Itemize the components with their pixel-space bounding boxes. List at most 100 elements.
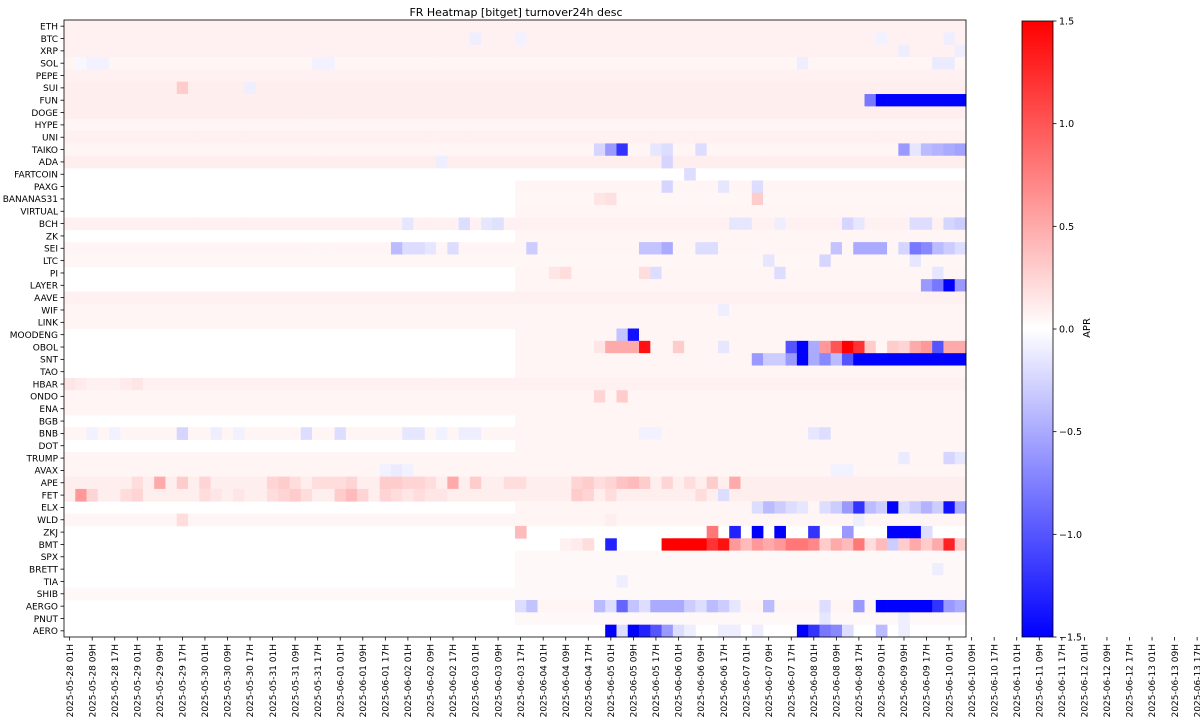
heatmap-cell xyxy=(515,501,527,514)
heatmap-cell xyxy=(650,513,662,527)
heatmap-cell xyxy=(413,20,426,33)
heatmap-cell xyxy=(706,402,719,416)
heatmap-cell xyxy=(469,316,482,329)
x-tick-label: 2025-06-10 01H xyxy=(945,644,955,717)
heatmap-cell xyxy=(278,427,290,440)
heatmap-cell xyxy=(109,390,121,403)
heatmap-cell xyxy=(368,32,381,46)
heatmap-cell xyxy=(131,390,144,403)
heatmap-cell xyxy=(763,451,775,465)
x-tick-label: 2025-05-28 09H xyxy=(88,644,98,717)
heatmap-cell xyxy=(684,488,696,502)
heatmap-cell xyxy=(413,32,426,46)
heatmap-cell xyxy=(345,377,358,391)
heatmap-cell xyxy=(943,562,956,576)
heatmap-cell xyxy=(650,316,662,329)
heatmap-cell xyxy=(796,192,809,206)
heatmap-cell xyxy=(537,57,550,70)
heatmap-cell xyxy=(898,316,910,329)
heatmap-cell xyxy=(424,81,437,95)
heatmap-cell xyxy=(593,377,606,391)
heatmap-cell xyxy=(323,106,335,120)
heatmap-cell xyxy=(109,32,121,46)
heatmap-cell xyxy=(672,599,685,613)
heatmap-cell xyxy=(266,32,279,46)
heatmap-cell xyxy=(368,106,381,120)
heatmap-cell xyxy=(571,242,584,255)
heatmap-cell xyxy=(796,242,809,255)
heatmap-cell xyxy=(413,402,426,416)
heatmap-cell xyxy=(210,427,223,440)
heatmap-cell xyxy=(717,476,730,490)
heatmap-cell xyxy=(458,44,471,58)
heatmap-cell xyxy=(221,488,234,502)
heatmap-cell xyxy=(785,390,798,403)
heatmap-cell xyxy=(368,217,381,231)
heatmap-cell xyxy=(751,550,764,564)
heatmap-cell xyxy=(571,279,584,292)
heatmap-cell xyxy=(266,303,279,317)
heatmap-cell xyxy=(819,599,832,613)
heatmap-cell xyxy=(616,550,629,564)
heatmap-cell xyxy=(751,353,764,366)
heatmap-cell xyxy=(672,377,685,391)
heatmap-cell xyxy=(684,20,696,33)
heatmap-cell xyxy=(334,254,347,268)
heatmap-cell xyxy=(537,439,550,453)
x-tick-label: 2025-06-12 01H xyxy=(1081,644,1091,717)
heatmap-cell xyxy=(560,131,572,144)
y-axis: ETHBTCXRPSOLPEPESUIFUNDOGEHYPEUNITAIKOAD… xyxy=(3,22,64,637)
heatmap-cell xyxy=(560,476,572,490)
heatmap-cell xyxy=(176,242,189,255)
heatmap-cell xyxy=(875,439,888,453)
heatmap-cell xyxy=(424,106,437,120)
heatmap-cell xyxy=(763,192,775,206)
heatmap-cell xyxy=(571,599,584,613)
x-tick-label: 2025-06-02 09H xyxy=(427,644,437,717)
heatmap-cell xyxy=(278,402,290,416)
heatmap-cell xyxy=(548,328,561,342)
heatmap-cell xyxy=(661,488,674,502)
heatmap-cell xyxy=(616,501,629,514)
heatmap-cell xyxy=(661,205,674,218)
heatmap-cell xyxy=(390,155,403,169)
y-tick-label: TAIKO xyxy=(31,146,58,156)
heatmap-cell xyxy=(97,254,110,268)
heatmap-cell xyxy=(661,427,674,440)
heatmap-cell xyxy=(763,340,775,354)
heatmap-cell xyxy=(920,587,933,601)
heatmap-cell xyxy=(841,155,854,169)
heatmap-cell xyxy=(684,217,696,231)
heatmap-cell xyxy=(503,44,516,58)
heatmap-cell xyxy=(413,131,426,144)
heatmap-cell xyxy=(875,451,888,465)
heatmap-cell xyxy=(808,476,820,490)
heatmap-cell xyxy=(221,44,234,58)
heatmap-cell xyxy=(64,303,76,317)
heatmap-cell xyxy=(627,402,640,416)
heatmap-cell xyxy=(864,599,877,613)
heatmap-cell xyxy=(593,402,606,416)
heatmap-cell xyxy=(481,488,493,502)
heatmap-cell xyxy=(616,217,629,231)
heatmap-cell xyxy=(515,390,527,403)
heatmap-cell xyxy=(345,69,358,83)
x-tick-label: 2025-06-01 09H xyxy=(359,644,369,717)
heatmap-cell xyxy=(650,20,662,33)
heatmap-cell xyxy=(819,427,832,440)
x-tick-label: 2025-06-08 09H xyxy=(833,644,843,717)
heatmap-cell xyxy=(650,439,662,453)
heatmap-cell xyxy=(560,439,572,453)
colorbar-tick-label: −0.5 xyxy=(1059,427,1082,438)
heatmap-cell xyxy=(278,143,290,157)
heatmap-cell xyxy=(841,501,854,514)
heatmap-cell xyxy=(75,513,87,527)
heatmap-cell xyxy=(729,587,741,601)
heatmap-cell xyxy=(560,390,572,403)
heatmap-cell xyxy=(954,538,967,551)
heatmap-cell xyxy=(695,192,708,206)
heatmap-cell xyxy=(345,131,358,144)
heatmap-cell xyxy=(819,44,832,58)
heatmap-cell xyxy=(763,180,775,194)
heatmap-cell xyxy=(605,488,617,502)
